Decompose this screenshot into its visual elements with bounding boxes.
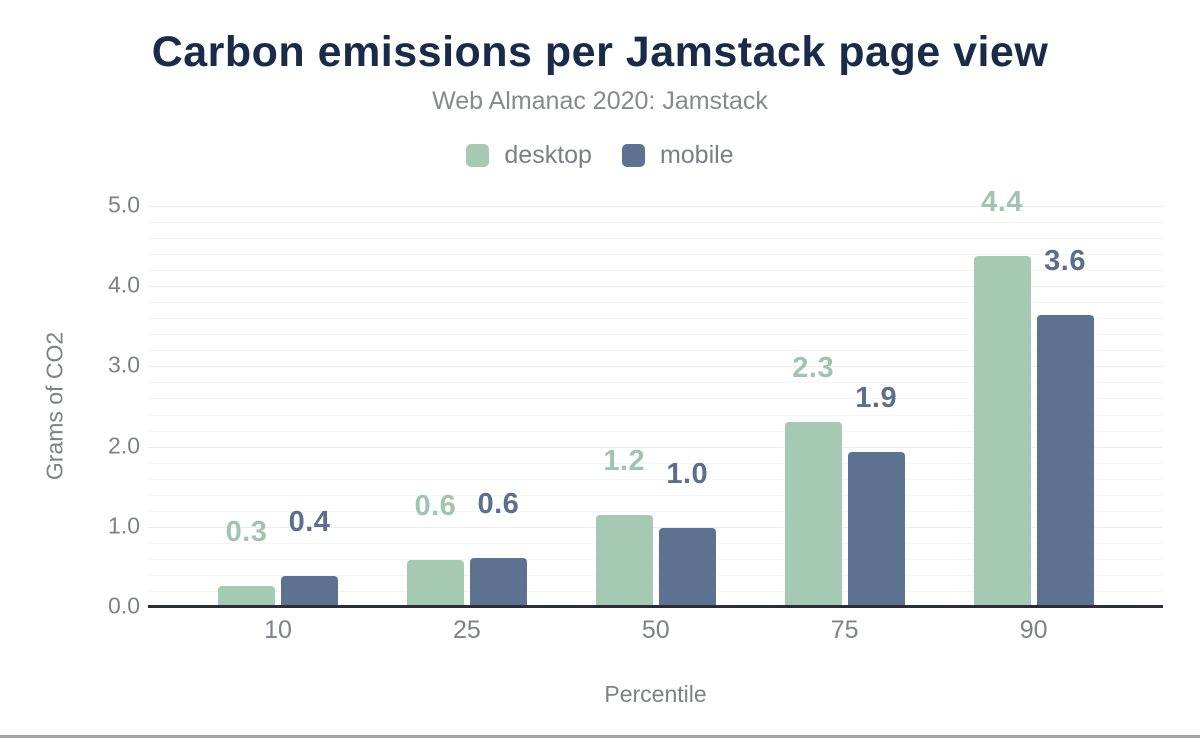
window-bottom-edge [0,735,1200,738]
chart-subtitle: Web Almanac 2020: Jamstack [432,87,768,115]
y-axis-tick-label: 4.0 [108,271,140,298]
x-axis-tick-label: 50 [641,616,670,644]
gridline [148,270,1163,272]
legend-item-mobile[interactable]: mobile [621,141,734,170]
x-axis-tick-label: 25 [452,616,481,644]
x-axis-title: Percentile [604,681,707,707]
bar-value-label: 1.0 [666,458,709,491]
y-axis-tick-label: 1.0 [108,512,140,539]
gridline [148,286,1163,288]
gridline [148,334,1163,336]
gridline [148,206,1163,207]
bar-value-label: 0.6 [414,490,457,523]
bar-mobile-p75[interactable] [847,452,905,607]
bar-value-label: 1.9 [855,382,898,415]
gridline [148,558,1163,560]
bar-value-label: 4.4 [981,185,1023,218]
gridline [148,350,1163,352]
gridline [148,222,1163,224]
gridline [148,446,1163,448]
bar-mobile-p50[interactable] [658,528,716,607]
gridline [148,382,1163,384]
mobile-swatch-icon [621,144,645,167]
gridline [148,478,1163,480]
legend-item-desktop[interactable]: desktop [466,141,592,170]
gridline [148,398,1163,400]
gridline [148,318,1163,320]
gridline [148,510,1163,512]
gridline [148,430,1163,432]
gridline [148,574,1163,576]
chart-legend: desktop mobile [0,141,1200,170]
bar-desktop-p75[interactable] [784,421,842,607]
bar-value-label: 0.4 [288,505,331,538]
gridline [148,494,1163,496]
gridline [148,542,1163,544]
y-axis-title: Grams of CO2 [41,331,68,481]
desktop-swatch-icon [466,144,490,167]
gridline [148,462,1163,464]
y-axis-tick-label: 2.0 [108,432,140,459]
y-axis-tick-label: 0.0 [108,592,140,619]
gridline [148,590,1163,592]
bar-mobile-p25[interactable] [469,558,527,607]
bar-value-label: 2.3 [792,351,835,384]
gridline [148,414,1163,416]
gridline [148,238,1163,240]
bar-value-label: 0.3 [225,516,268,549]
bar-desktop-p50[interactable] [595,514,653,607]
bar-mobile-p90[interactable] [1036,315,1094,607]
bar-desktop-p90[interactable] [973,255,1031,607]
y-axis-tick-label: 3.0 [108,351,140,378]
x-axis-tick-label: 75 [830,616,859,644]
legend-label: mobile [659,141,734,169]
bar-mobile-p10[interactable] [281,575,338,607]
bar-desktop-p10[interactable] [218,586,275,607]
gridline [148,526,1163,528]
gridline [148,366,1163,368]
bar-value-label: 0.6 [477,488,520,521]
y-axis-tick-label: 5.0 [108,191,140,218]
x-axis-line [148,605,1163,608]
x-axis-tick-label: 90 [1019,616,1048,644]
bar-value-label: 1.2 [603,444,646,477]
gridline [148,254,1163,256]
bar-value-label: 3.6 [1044,245,1086,278]
bar-desktop-p25[interactable] [406,560,464,607]
legend-label: desktop [504,141,592,169]
gridline [148,302,1163,304]
chart-title: Carbon emissions per Jamstack page view [151,28,1049,76]
x-axis-tick-label: 10 [264,616,292,644]
